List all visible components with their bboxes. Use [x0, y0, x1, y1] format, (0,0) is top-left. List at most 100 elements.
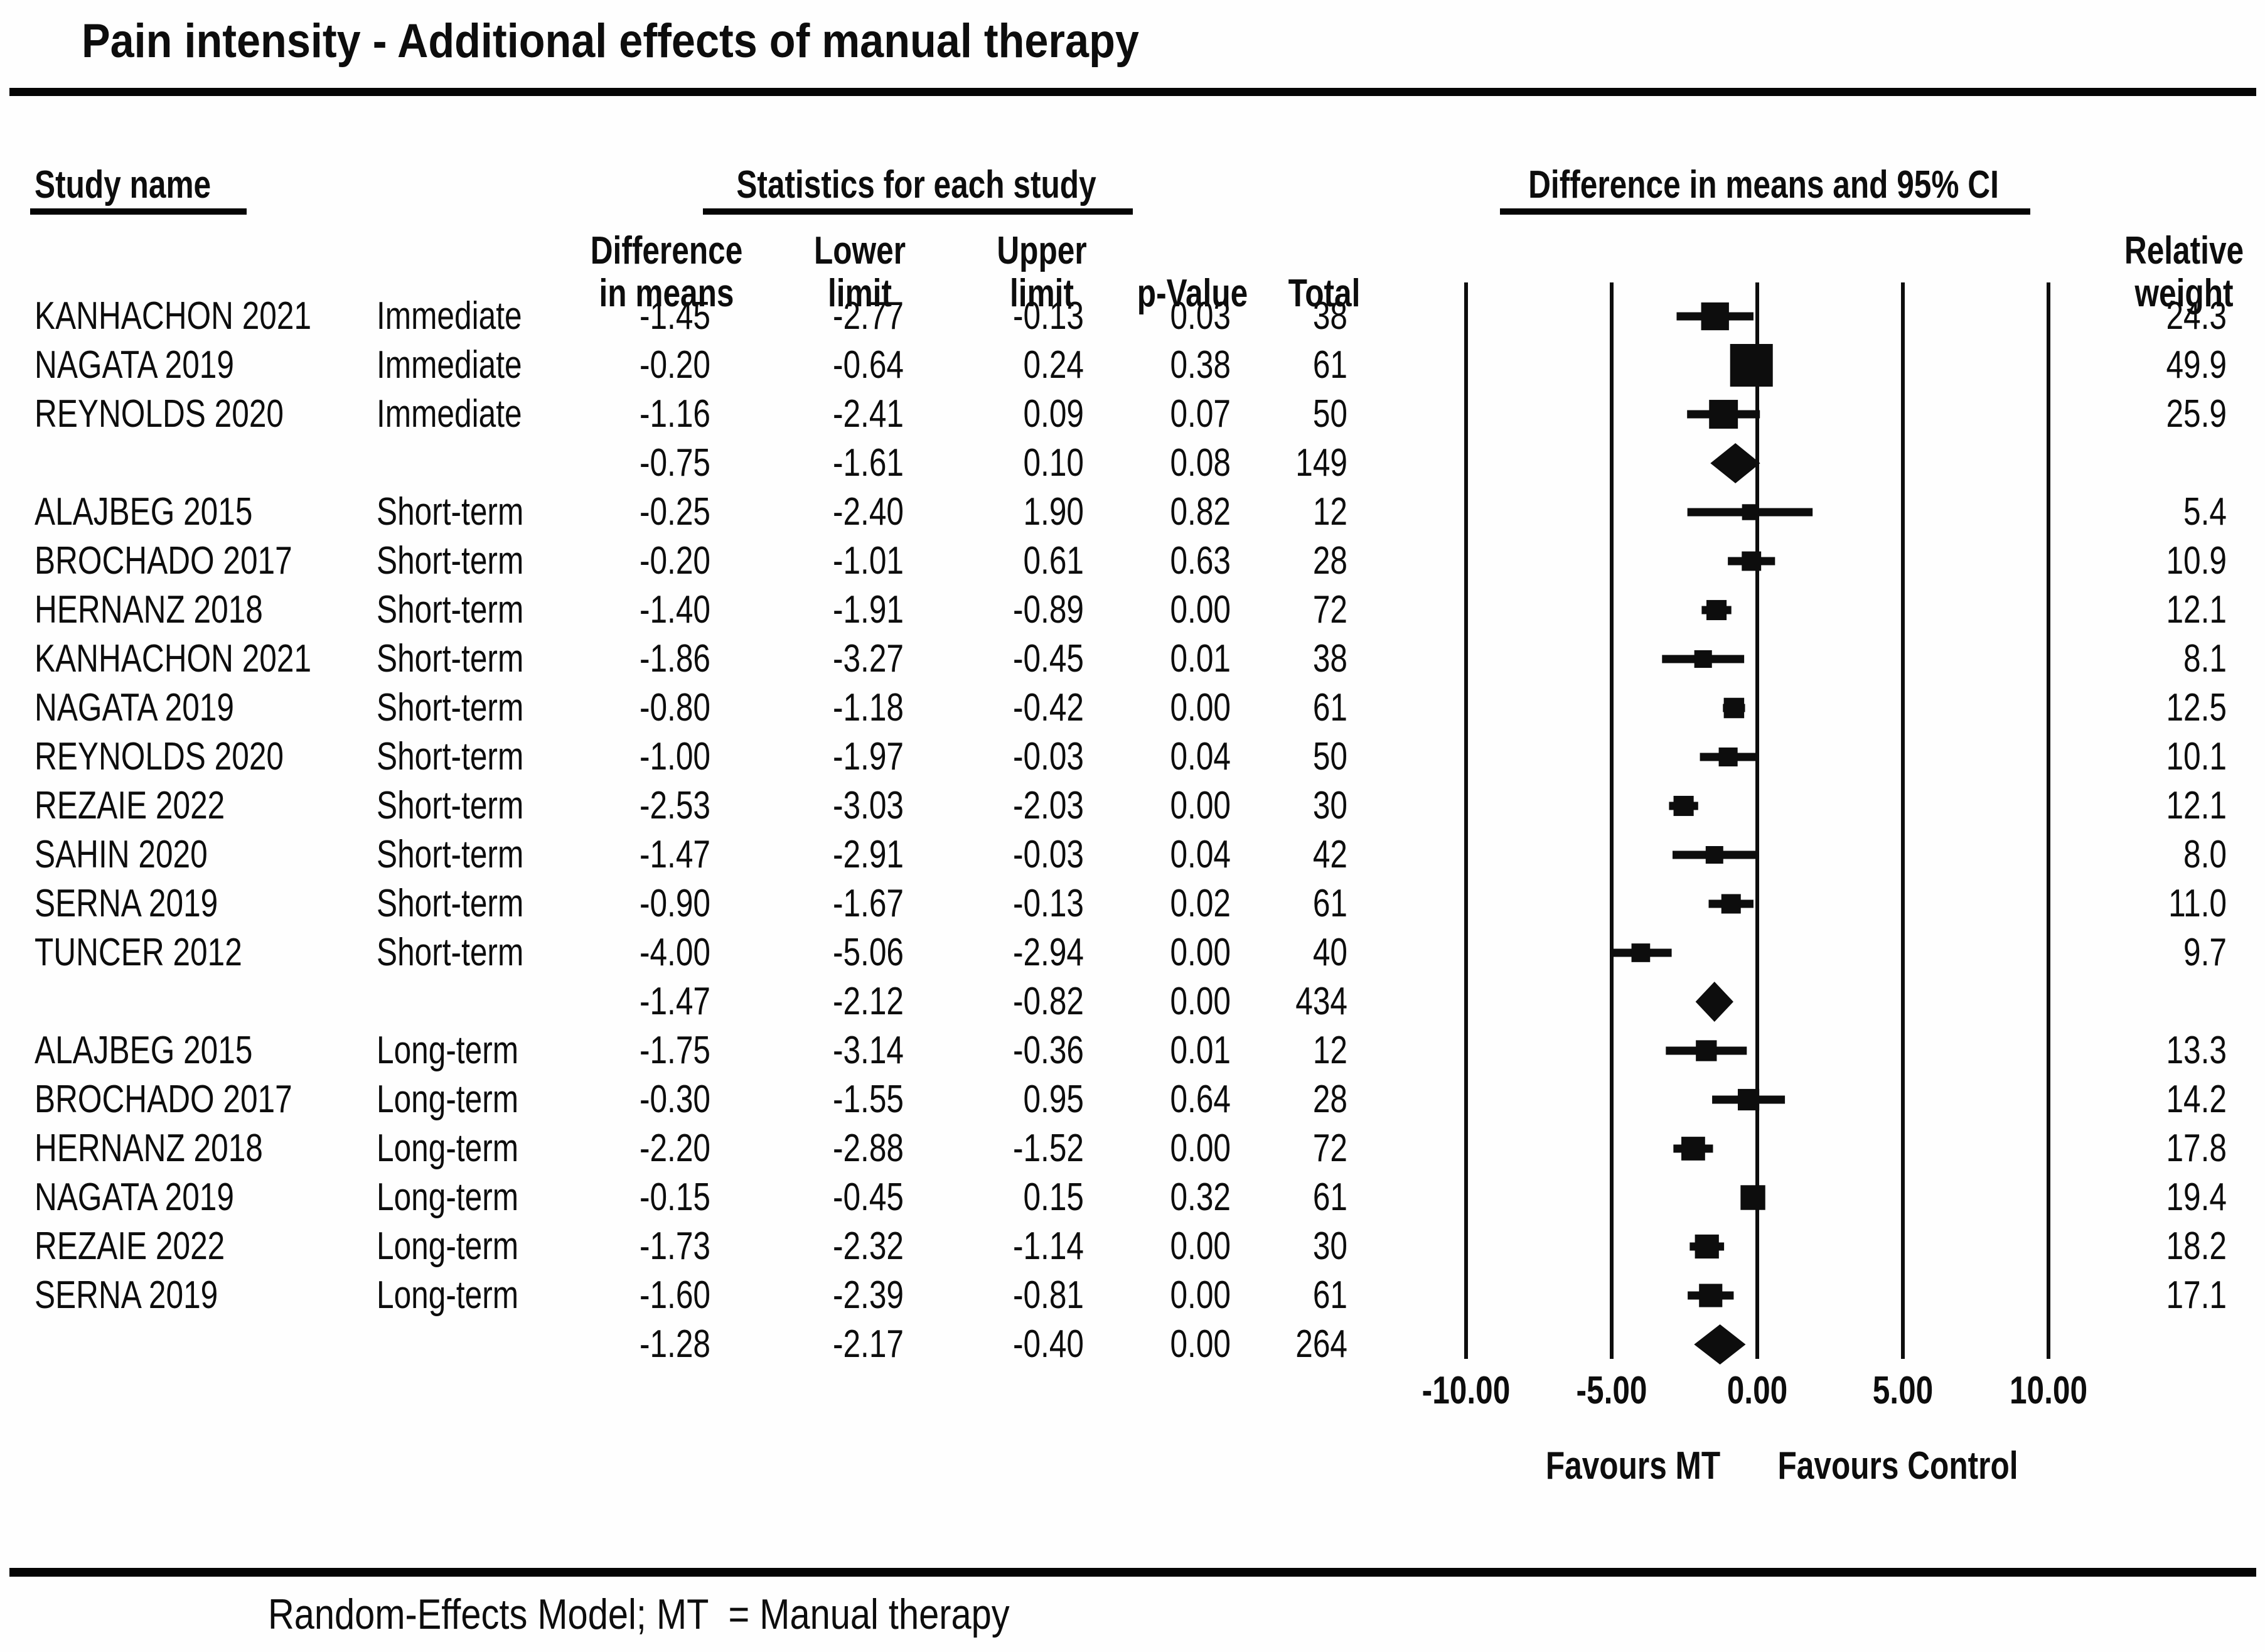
effect-size-square [1721, 894, 1741, 914]
effect-size-square [1631, 943, 1651, 962]
difference-cell: -1.00 [639, 735, 710, 778]
study-name-cell: ALAJBEG 2015 [35, 490, 253, 534]
lower-limit-cell: -1.55 [832, 1078, 904, 1121]
difference-cell: -0.30 [639, 1078, 710, 1121]
column-header-plot-group: Difference in means and 95% CI [1528, 163, 1999, 206]
relative-weight-cell: 12.1 [2166, 784, 2227, 827]
difference-cell: -0.20 [639, 539, 710, 582]
column-header-statistics-group: Statistics for each study [736, 163, 1096, 206]
upper-limit-cell: -0.36 [1012, 1029, 1084, 1072]
upper-limit-cell: -0.45 [1012, 637, 1084, 680]
column-header-lower-1: Lower [813, 229, 906, 272]
timeframe-cell: Short-term [377, 784, 524, 827]
lower-limit-cell: -2.41 [832, 392, 904, 436]
summary-diamond [1694, 1324, 1746, 1365]
p-value-cell: 0.00 [1170, 686, 1231, 729]
upper-limit-cell: -1.52 [1012, 1127, 1084, 1170]
timeframe-cell: Long-term [377, 1225, 519, 1268]
p-value-cell: 0.07 [1170, 392, 1231, 436]
difference-cell: -0.90 [639, 882, 710, 925]
upper-limit-cell: -0.13 [1012, 882, 1084, 925]
difference-cell: -1.75 [639, 1029, 710, 1072]
upper-limit-cell: -0.03 [1012, 833, 1084, 876]
column-header-upper-2: limit [1010, 272, 1074, 315]
study-name-cell: SERNA 2019 [35, 882, 218, 925]
lower-limit-cell: -2.39 [832, 1274, 904, 1317]
relative-weight-cell: 24.3 [2166, 294, 2227, 338]
p-value-cell: 0.01 [1170, 1029, 1231, 1072]
lower-limit-cell: -2.88 [832, 1127, 904, 1170]
relative-weight-cell: 9.7 [2183, 931, 2227, 974]
total-cell: 61 [1312, 1176, 1347, 1219]
upper-limit-cell: -1.14 [1012, 1225, 1084, 1268]
difference-cell: -0.20 [639, 343, 710, 387]
upper-limit-cell: -0.81 [1012, 1274, 1084, 1317]
timeframe-cell: Short-term [377, 490, 524, 534]
x-axis-tick-label: -5.00 [1576, 1369, 1647, 1412]
effect-size-square [1740, 1185, 1765, 1210]
lower-limit-cell: -2.17 [832, 1322, 904, 1366]
difference-cell: -1.28 [639, 1322, 710, 1366]
timeframe-cell: Short-term [377, 686, 524, 729]
difference-cell: -1.73 [639, 1225, 710, 1268]
lower-limit-cell: -2.32 [832, 1225, 904, 1268]
total-cell: 28 [1312, 1078, 1347, 1121]
p-value-cell: 0.38 [1170, 343, 1231, 387]
upper-limit-cell: -0.40 [1012, 1322, 1084, 1366]
relative-weight-cell: 18.2 [2166, 1225, 2227, 1268]
difference-cell: -0.75 [639, 441, 710, 485]
study-name-cell: BROCHADO 2017 [35, 1078, 292, 1121]
effect-size-square [1695, 1234, 1719, 1259]
total-cell: 42 [1312, 833, 1347, 876]
relative-weight-cell: 10.1 [2166, 735, 2227, 778]
column-header-relative: Relative [2124, 229, 2244, 272]
total-cell: 50 [1312, 735, 1347, 778]
relative-weight-cell: 25.9 [2166, 392, 2227, 436]
study-name-cell: REYNOLDS 2020 [35, 735, 284, 778]
relative-weight-cell: 12.1 [2166, 588, 2227, 631]
summary-diamond [1710, 443, 1760, 483]
effect-size-square [1742, 504, 1759, 520]
timeframe-cell: Short-term [377, 539, 524, 582]
column-header-lower-2: limit [828, 272, 892, 315]
difference-cell: -2.53 [639, 784, 710, 827]
study-name-cell: REZAIE 2022 [35, 1225, 225, 1268]
column-header-upper-1: Upper [997, 229, 1087, 272]
x-axis-tick-label: -10.00 [1422, 1369, 1511, 1412]
relative-weight-cell: 8.1 [2183, 637, 2227, 680]
p-value-cell: 0.04 [1170, 833, 1231, 876]
summary-diamond [1695, 982, 1733, 1022]
timeframe-cell: Short-term [377, 588, 524, 631]
upper-limit-cell: 0.15 [1023, 1176, 1084, 1219]
effect-size-square [1705, 846, 1723, 864]
favours-control-label: Favours Control [1777, 1444, 2018, 1488]
effect-size-square [1696, 1040, 1717, 1061]
upper-limit-cell: -0.42 [1012, 686, 1084, 729]
difference-cell: -1.86 [639, 637, 710, 680]
relative-weight-cell: 17.8 [2166, 1127, 2227, 1170]
effect-size-square [1723, 697, 1745, 719]
upper-limit-cell: -2.03 [1012, 784, 1084, 827]
difference-cell: -0.15 [639, 1176, 710, 1219]
effect-size-square [1673, 795, 1694, 817]
relative-weight-cell: 8.0 [2183, 833, 2227, 876]
p-value-cell: 0.82 [1170, 490, 1231, 534]
page-title: Pain intensity - Additional effects of m… [82, 14, 1139, 68]
effect-size-square [1706, 599, 1727, 621]
total-cell: 72 [1312, 588, 1347, 631]
lower-limit-cell: -3.14 [832, 1029, 904, 1072]
total-cell: 38 [1312, 294, 1347, 338]
study-name-cell: REYNOLDS 2020 [35, 392, 284, 436]
difference-cell: -1.45 [639, 294, 710, 338]
study-name-cell: ALAJBEG 2015 [35, 1029, 253, 1072]
timeframe-cell: Short-term [377, 931, 524, 974]
p-value-cell: 0.32 [1170, 1176, 1231, 1219]
effect-size-square [1709, 400, 1738, 429]
upper-limit-cell: -2.94 [1012, 931, 1084, 974]
p-value-cell: 0.00 [1170, 1127, 1231, 1170]
lower-limit-cell: -3.03 [832, 784, 904, 827]
study-name-cell: TUNCER 2012 [35, 931, 242, 974]
upper-limit-cell: -0.82 [1012, 980, 1084, 1023]
